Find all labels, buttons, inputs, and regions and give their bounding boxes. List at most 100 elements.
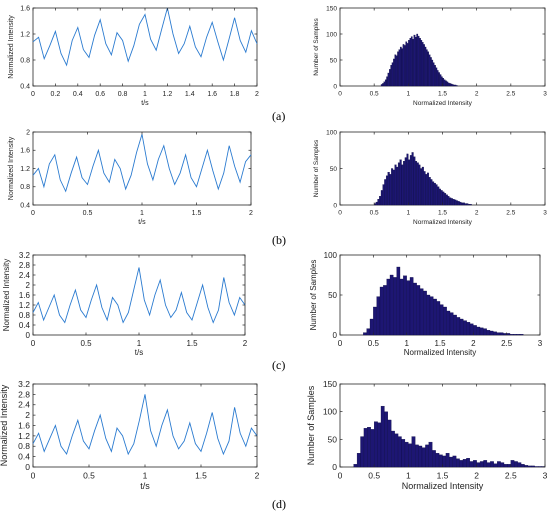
chart-panel-2: 0 0.5 1 1.5 2 2.5 3 0 50 100 150 Normalized Intensi… bbox=[313, 5, 547, 107]
histogram-bar bbox=[457, 201, 460, 206]
histogram-bar bbox=[391, 168, 394, 206]
y-tick-label: 2 bbox=[26, 281, 31, 290]
x-tick-label: 0 bbox=[338, 210, 342, 217]
x-tick-label: 0.8 bbox=[118, 91, 128, 98]
x-tick-label: 1.5 bbox=[186, 339, 198, 348]
histogram-bar bbox=[431, 59, 434, 87]
series-line bbox=[32, 7, 258, 67]
histogram-bar bbox=[360, 436, 365, 468]
histogram-bar bbox=[461, 202, 464, 206]
y-axis-label: Normalized Intensity bbox=[8, 136, 15, 200]
histogram-bar bbox=[473, 325, 477, 336]
histogram-bar bbox=[398, 49, 401, 87]
histogram-bar bbox=[459, 460, 464, 468]
y-tick-label: 150 bbox=[326, 5, 337, 12]
y-tick-label: 2.4 bbox=[19, 271, 31, 280]
x-tick-label: 1 bbox=[404, 339, 409, 348]
x-axis-label: t/s bbox=[138, 219, 146, 226]
histogram-bar bbox=[411, 436, 416, 468]
x-tick-label: 1.5 bbox=[195, 471, 207, 481]
histogram-bar bbox=[401, 164, 404, 206]
histogram-bar bbox=[409, 277, 414, 336]
histogram-bar bbox=[439, 74, 442, 87]
x-tick-label: 0 bbox=[31, 339, 36, 348]
x-tick-label: 1.6 bbox=[207, 91, 217, 98]
histogram-bar bbox=[469, 204, 472, 206]
histogram-bar bbox=[384, 179, 387, 206]
histogram-bar bbox=[383, 285, 387, 336]
histogram-bar bbox=[519, 334, 524, 336]
histogram-bar bbox=[375, 201, 378, 206]
histogram-bar bbox=[453, 314, 457, 336]
y-axis-label: Number of Samples bbox=[313, 139, 320, 197]
histogram-bar bbox=[404, 45, 406, 87]
histogram-bar bbox=[453, 84, 455, 87]
histogram-bar bbox=[392, 169, 395, 206]
histogram-bar bbox=[370, 429, 375, 468]
histogram-bar bbox=[462, 202, 465, 206]
plot-area bbox=[339, 7, 546, 87]
y-tick-label: 100 bbox=[326, 31, 337, 38]
x-tick-label: 0.5 bbox=[83, 210, 93, 217]
x-axis-label: t/s bbox=[141, 100, 149, 107]
histogram-bar bbox=[377, 199, 380, 206]
histogram-bar bbox=[454, 84, 457, 87]
x-tick-label: 0.4 bbox=[73, 91, 83, 98]
x-tick-label: 1 bbox=[407, 91, 411, 98]
histogram-bar bbox=[385, 175, 388, 206]
histogram-bar bbox=[423, 290, 427, 336]
y-tick-label: 0.8 bbox=[20, 57, 30, 64]
x-tick-label: 0.5 bbox=[80, 339, 92, 348]
histogram-bar bbox=[456, 317, 461, 336]
histogram-bar bbox=[467, 204, 470, 206]
histogram-bar bbox=[408, 443, 412, 468]
y-tick-label: 0 bbox=[25, 462, 30, 472]
histogram-bar bbox=[500, 462, 505, 468]
histogram-bar bbox=[391, 430, 395, 468]
histogram-bar bbox=[447, 82, 450, 87]
histogram-bar bbox=[503, 464, 508, 468]
histogram-bar bbox=[413, 282, 417, 336]
histogram-bar bbox=[435, 67, 438, 87]
y-tick-label: 0.4 bbox=[18, 452, 30, 462]
x-tick-label: 2.5 bbox=[506, 91, 515, 98]
histogram-bar bbox=[423, 44, 425, 87]
x-tick-label: 0.5 bbox=[368, 471, 380, 481]
histogram-bar bbox=[449, 312, 454, 336]
histogram-bar bbox=[503, 333, 507, 336]
y-tick-label: 0.8 bbox=[20, 184, 30, 191]
y-axis-label: Number of Samples bbox=[313, 18, 320, 76]
y-axis-label: Normalized Intensity bbox=[0, 384, 9, 466]
histogram-bar bbox=[421, 42, 424, 87]
histogram-bar bbox=[428, 441, 433, 468]
y-tick-label: 3.2 bbox=[18, 379, 30, 389]
y-tick-label: 0.4 bbox=[20, 83, 30, 90]
histogram-bar bbox=[389, 274, 394, 336]
histogram-bar bbox=[517, 462, 522, 468]
x-tick-label: 0.2 bbox=[51, 91, 61, 98]
histogram-bar bbox=[437, 186, 440, 206]
histogram-bar bbox=[454, 199, 457, 206]
chart-panel-1: 0 0.2 0.4 0.6 0.8 1 1.2 1.4 1.6 1.8 2 0.4 0.8 1.2 1.6 t… bbox=[8, 5, 259, 107]
y-tick-label: 50 bbox=[330, 57, 338, 64]
x-axis-label: Normalized Intensity bbox=[402, 481, 484, 491]
histogram-bar bbox=[456, 458, 460, 468]
histogram-bar bbox=[432, 62, 435, 87]
histogram-bar bbox=[380, 190, 383, 206]
histogram-bar bbox=[382, 184, 385, 206]
y-tick-label: 50 bbox=[328, 434, 338, 444]
series-line bbox=[32, 394, 258, 456]
x-tick-label: 3 bbox=[543, 210, 547, 217]
histogram-bar bbox=[527, 465, 532, 468]
y-tick-label: 0 bbox=[332, 462, 337, 472]
x-tick-label: 2.5 bbox=[501, 339, 513, 348]
histogram-bar bbox=[464, 203, 467, 206]
x-tick-label: 0.5 bbox=[83, 471, 95, 481]
y-tick-label: 50 bbox=[330, 166, 338, 173]
histogram-bar bbox=[389, 174, 392, 206]
histogram-bar bbox=[435, 453, 440, 468]
histogram-bar bbox=[430, 57, 432, 87]
chart-panel-4: 0 0.5 1 1.5 2 2.5 3 0 50 100 Normalized Intensity N… bbox=[313, 129, 547, 226]
y-tick-label: 1.2 bbox=[20, 31, 30, 38]
y-tick-label: 0 bbox=[333, 202, 337, 209]
